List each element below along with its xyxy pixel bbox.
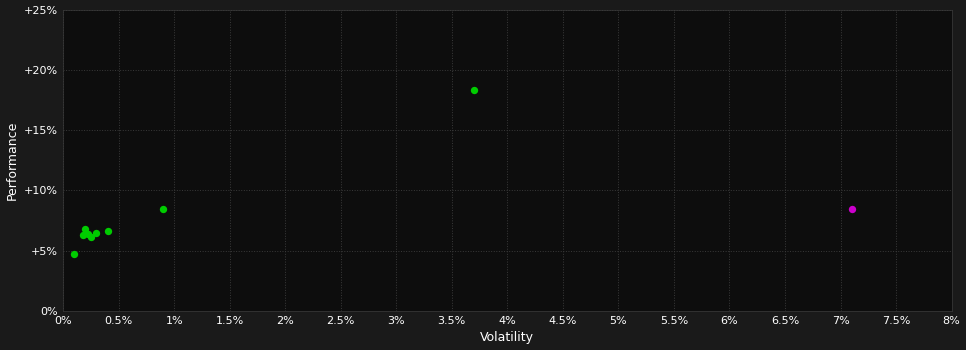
Point [80,231,96,237]
Point [77,226,93,232]
Point [844,206,860,211]
Point [83,234,99,240]
Point [467,88,482,93]
Point [75,232,91,238]
X-axis label: Volatility: Volatility [480,331,534,344]
Y-axis label: Performance: Performance [6,121,18,200]
Point [99,229,115,234]
Point [89,230,104,236]
Point [67,252,82,257]
Point [156,206,171,211]
